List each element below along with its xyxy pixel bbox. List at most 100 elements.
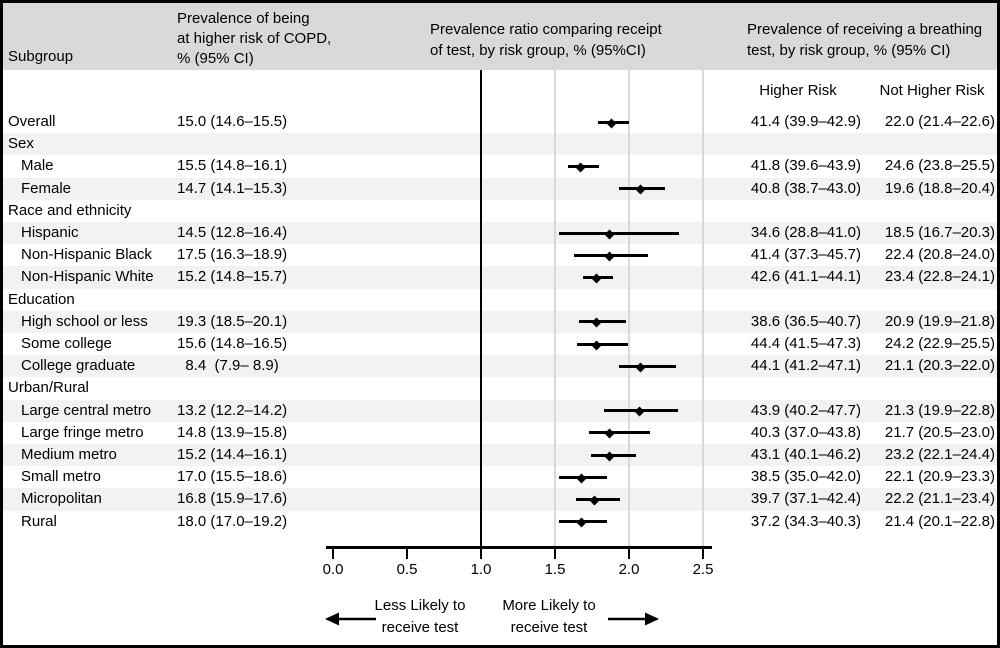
subgroup-cell: Non-Hispanic White bbox=[21, 268, 154, 286]
subgroup-cell: Some college bbox=[21, 335, 112, 352]
group-header-row: Education bbox=[3, 289, 997, 311]
left-arrow-icon bbox=[325, 612, 376, 626]
not-higher-risk-cell: 19.6 (18.8–20.4) bbox=[884, 179, 995, 197]
copd-ci-cell: 17.5 (16.3–18.9) bbox=[177, 246, 288, 264]
subgroup-cell: Race and ethnicity bbox=[8, 201, 132, 219]
higher-risk-cell: 34.6 (28.8–41.0) bbox=[750, 224, 861, 241]
subgroup-cell: Education bbox=[8, 290, 75, 308]
table-row: Large central metro 13.2 (12.2–14.2) 43.9 … bbox=[3, 399, 997, 422]
more-likely-label-line2: receive test bbox=[510, 619, 588, 636]
copd-ci-cell: 15.6 (14.8–16.5) bbox=[177, 335, 288, 352]
copd-column-header: Prevalence of being bbox=[177, 10, 310, 27]
higher-risk-cell: 42.6 (41.1–44.1) bbox=[750, 268, 861, 286]
higher-risk-cell: 41.4 (37.3–45.7) bbox=[750, 246, 861, 264]
not-higher-risk-cell: 21.3 (19.9–22.8) bbox=[884, 401, 995, 419]
higher-risk-cell: 38.5 (35.0–42.0) bbox=[750, 468, 861, 486]
more-likely-label-line1: More Likely to bbox=[502, 597, 596, 614]
ci-line bbox=[559, 231, 680, 235]
less-likely-label: Less Likely to receive test bbox=[345, 595, 495, 639]
higher-risk-cell: 41.8 (39.6–43.9) bbox=[750, 157, 861, 175]
header-band bbox=[3, 3, 997, 70]
breathing-test-column-header: Prevalence of receiving a breathing bbox=[747, 21, 983, 38]
table-row: Overall 15.0 (14.6–15.5) 41.4 (39.9–42.9) 2… bbox=[3, 111, 997, 133]
copd-ci-cell: 18.0 (17.0–19.2) bbox=[177, 512, 288, 530]
not-higher-risk-cell: 22.1 (20.9–23.3) bbox=[884, 468, 995, 486]
table-row: Female 14.7 (14.1–15.3) 40.8 (38.7–43.0) 19… bbox=[3, 177, 997, 200]
subgroup-cell: High school or less bbox=[21, 312, 148, 330]
subgroup-cell: College graduate bbox=[21, 357, 136, 375]
ratio-column-header: of test, by risk group, % (95%CI) bbox=[430, 42, 646, 59]
x-axis-tick bbox=[480, 546, 482, 559]
x-axis-tick-label: 0.5 bbox=[396, 561, 418, 578]
copd-column-header: at higher risk of COPD, bbox=[177, 30, 332, 47]
higher-risk-cell: 38.6 (36.5–40.7) bbox=[750, 312, 861, 330]
table-row: Rural 18.0 (17.0–19.2) 37.2 (34.3–40.3) 21.… bbox=[3, 511, 997, 533]
copd-ci-cell: 15.2 (14.4–16.1) bbox=[177, 446, 288, 463]
subgroup-cell: Hispanic bbox=[21, 224, 79, 241]
copd-ci-cell: 13.2 (12.2–14.2) bbox=[177, 401, 288, 419]
x-axis-tick bbox=[406, 546, 408, 559]
not-higher-risk-cell: 22.2 (21.1–23.4) bbox=[884, 490, 995, 508]
subgroup-cell: Female bbox=[21, 179, 72, 197]
subgroup-cell: Sex bbox=[8, 135, 34, 153]
higher-risk-cell: 39.7 (37.1–42.4) bbox=[750, 490, 861, 508]
plot-gridline bbox=[628, 70, 630, 546]
ci-line bbox=[589, 431, 650, 435]
ci-line bbox=[618, 364, 677, 368]
higher-risk-cell: 41.4 (39.9–42.9) bbox=[750, 113, 861, 130]
reference-line bbox=[480, 70, 482, 546]
x-axis-tick-label: 0.0 bbox=[322, 561, 344, 578]
table-row: Non-Hispanic Black 17.5 (16.3–18.9) 41.4 (… bbox=[3, 244, 997, 266]
x-axis-tick bbox=[554, 546, 556, 559]
table-row: Some college 15.6 (14.8–16.5) 44.4 (41.5–4… bbox=[3, 333, 997, 355]
x-axis-tick-label: 2.5 bbox=[692, 561, 714, 578]
table-row: Medium metro 15.2 (14.4–16.1) 43.1 (40.1–4… bbox=[3, 444, 997, 467]
not-higher-risk-cell: 24.6 (23.8–25.5) bbox=[884, 157, 995, 175]
copd-ci-cell: 15.2 (14.8–15.7) bbox=[177, 268, 288, 286]
copd-ci-cell: 17.0 (15.5–18.6) bbox=[177, 468, 288, 486]
higher-risk-cell: 44.1 (41.2–47.1) bbox=[750, 357, 861, 375]
x-axis-tick bbox=[628, 546, 630, 559]
higher-risk-cell: 43.9 (40.2–47.7) bbox=[750, 401, 861, 419]
not-higher-risk-cell: 18.5 (16.7–20.3) bbox=[884, 224, 995, 241]
table-row: High school or less 19.3 (18.5–20.1) 38.6 … bbox=[3, 310, 997, 333]
x-axis-tick-label: 2.0 bbox=[618, 561, 640, 578]
not-higher-risk-cell: 20.9 (19.9–21.8) bbox=[884, 312, 995, 330]
not-higher-risk-cell: 24.2 (22.9–25.5) bbox=[884, 335, 995, 352]
ci-line bbox=[577, 342, 628, 346]
x-axis-tick-label: 1.5 bbox=[544, 561, 566, 578]
higher-risk-cell: 43.1 (40.1–46.2) bbox=[750, 446, 861, 463]
higher-risk-cell: 40.3 (37.0–43.8) bbox=[750, 423, 861, 441]
subgroup-cell: Male bbox=[21, 157, 54, 175]
higher-risk-subheader: Higher Risk bbox=[759, 82, 837, 99]
x-axis-tick-label: 1.0 bbox=[470, 561, 492, 578]
subgroup-cell: Small metro bbox=[21, 468, 102, 486]
x-axis-tick bbox=[702, 546, 704, 559]
copd-ci-cell: 14.8 (13.9–15.8) bbox=[177, 423, 288, 441]
copd-ci-cell: 14.5 (12.8–16.4) bbox=[177, 224, 288, 241]
not-higher-risk-cell: 21.1 (20.3–22.0) bbox=[884, 357, 995, 375]
group-header-row: Sex bbox=[3, 133, 997, 156]
table-row: Hispanic 14.5 (12.8–16.4) 34.6 (28.8–41.0)… bbox=[3, 222, 997, 245]
plot-gridline bbox=[554, 70, 556, 546]
copd-ci-cell: 15.5 (14.8–16.1) bbox=[177, 157, 288, 175]
subgroup-cell: Large fringe metro bbox=[21, 423, 144, 441]
copd-ci-cell: 19.3 (18.5–20.1) bbox=[177, 312, 288, 330]
ci-line bbox=[578, 320, 627, 324]
copd-ci-cell: 8.4 (7.9– 8.9) bbox=[177, 357, 279, 375]
table-row: Large fringe metro 14.8 (13.9–15.8) 40.3 (… bbox=[3, 422, 997, 444]
ratio-column-header: Prevalence ratio comparing receipt bbox=[430, 21, 662, 38]
copd-column-header: % (95% CI) bbox=[177, 50, 254, 67]
copd-ci-cell: 14.7 (14.1–15.3) bbox=[177, 179, 288, 197]
more-likely-label: More Likely to receive test bbox=[474, 595, 624, 639]
group-header-row: Race and ethnicity bbox=[3, 200, 997, 222]
subgroup-cell: Large central metro bbox=[21, 401, 152, 419]
table-row: Non-Hispanic White 15.2 (14.8–15.7) 42.6 (… bbox=[3, 266, 997, 289]
breathing-test-column-header: test, by risk group, % (95% CI) bbox=[747, 42, 951, 59]
higher-risk-cell: 37.2 (34.3–40.3) bbox=[750, 512, 861, 530]
not-higher-risk-cell: 23.2 (22.1–24.4) bbox=[884, 446, 995, 463]
table-row: Small metro 17.0 (15.5–18.6) 38.5 (35.0–42… bbox=[3, 466, 997, 488]
subgroup-cell: Micropolitan bbox=[21, 490, 102, 508]
group-header-row: Urban/Rural bbox=[3, 377, 997, 399]
